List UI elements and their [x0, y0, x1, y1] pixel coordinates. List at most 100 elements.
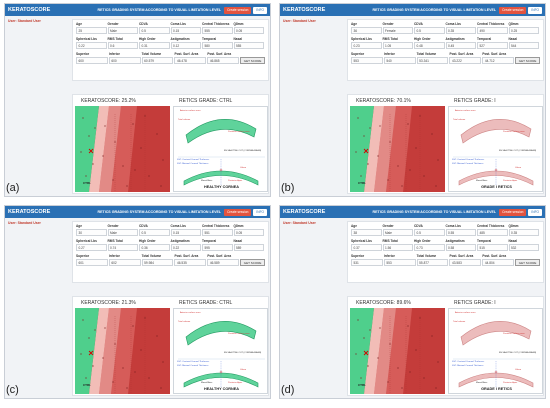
create-session-button[interactable]: Create session: [224, 6, 252, 14]
field-input[interactable]: 0.55: [445, 229, 476, 236]
field-input[interactable]: 0.12: [170, 42, 201, 49]
field-input[interactable]: 44.804: [482, 259, 515, 266]
patient-dot: [379, 327, 381, 329]
field-input[interactable]: 0.31: [139, 42, 170, 49]
diagram-label-apex: Morrall Axis: [476, 180, 488, 182]
field-input[interactable]: Male: [107, 27, 138, 34]
field-input[interactable]: 0.05: [233, 229, 264, 236]
field-input[interactable]: 555: [233, 42, 264, 49]
cornea-sagittal-cut: [458, 170, 534, 186]
field-input[interactable]: 53.341: [416, 57, 449, 64]
system-title: RETICS GRADING SYSTEM ACCORDING TO VISUA…: [372, 210, 497, 214]
field-input[interactable]: 0.37: [351, 244, 382, 251]
field-input[interactable]: 0.45: [445, 42, 476, 49]
diagram-label-vol: Volum: [515, 369, 522, 371]
patient-dot: [355, 353, 357, 355]
info-button[interactable]: INFO: [253, 6, 267, 14]
field-input[interactable]: 0.22: [76, 42, 107, 49]
field-input[interactable]: 515: [477, 244, 508, 251]
patient-dot: [148, 377, 150, 379]
field-input[interactable]: 0.35: [445, 27, 476, 34]
form-field: Nasal 532: [508, 239, 539, 253]
field-input[interactable]: Female: [382, 27, 413, 34]
field-input[interactable]: 601: [76, 259, 108, 266]
create-session-button[interactable]: Create session: [224, 208, 252, 216]
field-input[interactable]: 0.36: [139, 244, 170, 251]
field-label: Astigmatism: [445, 37, 465, 41]
form-field: Astigmatism 0.58: [445, 239, 476, 253]
field-label: Q8mm: [233, 224, 244, 228]
field-input[interactable]: 46.535: [174, 259, 207, 266]
info-button[interactable]: INFO: [528, 208, 542, 216]
create-session-button[interactable]: Create session: [499, 6, 527, 14]
field-input[interactable]: 0.22: [170, 244, 201, 251]
field-input[interactable]: 43.222: [449, 57, 482, 64]
create-session-button[interactable]: Create session: [499, 208, 527, 216]
field-input[interactable]: 25: [76, 27, 107, 34]
field-input[interactable]: 553: [383, 259, 416, 266]
field-input[interactable]: 0.05: [233, 27, 264, 34]
field-label: Nasal: [508, 239, 518, 243]
field-input[interactable]: 595: [202, 244, 233, 251]
get-score-button[interactable]: GET SCORE: [240, 57, 266, 64]
field-input[interactable]: 0.15: [170, 229, 201, 236]
get-score-button[interactable]: GET SCORE: [515, 57, 541, 64]
field-input[interactable]: Male: [382, 229, 413, 236]
field-input[interactable]: 0.27: [76, 244, 107, 251]
field-input[interactable]: 600: [108, 57, 141, 64]
field-input[interactable]: 490: [477, 27, 508, 34]
field-input[interactable]: 30: [76, 229, 107, 236]
field-input[interactable]: 540: [383, 57, 416, 64]
field-input[interactable]: 0.5: [414, 27, 445, 34]
get-score-button[interactable]: GET SCORE: [515, 259, 541, 266]
field-input[interactable]: 532: [508, 244, 539, 251]
field-input[interactable]: 0.25: [508, 27, 539, 34]
field-input[interactable]: 43.583: [449, 259, 482, 266]
field-input[interactable]: 46.589: [207, 259, 240, 266]
field-input[interactable]: 580: [202, 42, 233, 49]
field-input[interactable]: 60.579: [141, 57, 174, 64]
field-input[interactable]: 0.73: [414, 244, 445, 251]
field-input[interactable]: 0.58: [445, 244, 476, 251]
field-input[interactable]: 527: [477, 42, 508, 49]
field-input[interactable]: 0.6: [107, 42, 138, 49]
diagnosis-title: GRADE I RETICS: [481, 387, 512, 391]
field-input[interactable]: 0.74: [107, 244, 138, 251]
field-input[interactable]: 485: [477, 229, 508, 236]
classification-map: CTRL: [350, 308, 445, 394]
field-input[interactable]: 1.05: [382, 42, 413, 49]
field-input[interactable]: 0.5: [139, 229, 170, 236]
form-field: Nasal 589: [233, 239, 264, 253]
field-input[interactable]: 0.5: [414, 229, 445, 236]
field-input[interactable]: 46.865: [207, 57, 240, 64]
info-button[interactable]: INFO: [528, 6, 542, 14]
field-label: Spherical Lbs: [76, 239, 97, 243]
get-score-button[interactable]: GET SCORE: [240, 259, 266, 266]
field-input[interactable]: 36: [351, 27, 382, 34]
field-input[interactable]: 0.15: [170, 27, 201, 34]
field-input[interactable]: 0.23: [351, 42, 382, 49]
info-button[interactable]: INFO: [253, 208, 267, 216]
field-input[interactable]: 55.877: [416, 259, 449, 266]
patient-form: Age 30 Gender Male CDVA 0.5 Coma Lbs 0.15 Centra…: [72, 221, 269, 283]
field-input[interactable]: 589: [233, 244, 264, 251]
field-label: Post. Surf. Area: [482, 52, 507, 56]
field-input[interactable]: 551: [202, 229, 233, 236]
field-input[interactable]: 600: [76, 57, 108, 64]
field-input[interactable]: 0.35: [508, 229, 539, 236]
field-input[interactable]: 46.478: [174, 57, 207, 64]
field-input[interactable]: 544: [508, 42, 539, 49]
field-input[interactable]: 531: [351, 259, 383, 266]
field-input[interactable]: 602: [108, 259, 141, 266]
field-input[interactable]: 1.56: [382, 244, 413, 251]
field-input[interactable]: 0.5: [139, 27, 170, 34]
field-input[interactable]: 44.712: [482, 57, 515, 64]
field-input[interactable]: 0.48: [414, 42, 445, 49]
field-input[interactable]: 38: [351, 229, 382, 236]
patient-dot: [132, 123, 134, 125]
field-input[interactable]: Male: [107, 229, 138, 236]
field-input[interactable]: 555: [202, 27, 233, 34]
form-field: RMS Total 0.74: [107, 239, 138, 253]
field-input[interactable]: 553: [351, 57, 383, 64]
field-input[interactable]: 59.984: [141, 259, 174, 266]
